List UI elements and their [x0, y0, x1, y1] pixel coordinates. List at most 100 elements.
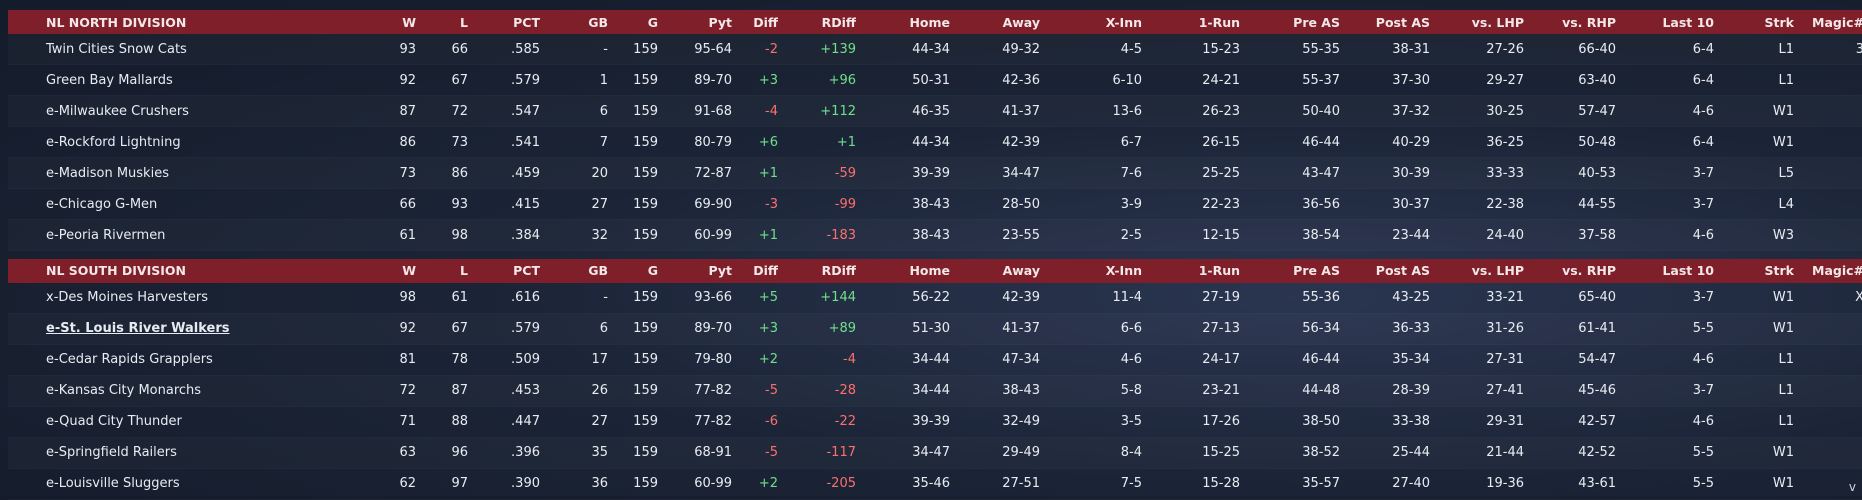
column-header[interactable]: Pyt — [658, 10, 732, 34]
table-row[interactable]: e-Peoria Rivermen 61 98.384 32 159 60-99 +1 -18… — [8, 219, 1862, 251]
column-header[interactable]: vs. RHP — [1524, 10, 1616, 34]
column-header[interactable]: Strk — [1714, 10, 1794, 34]
cell-preas: 44-48 — [1240, 375, 1340, 407]
chevron-down-icon[interactable]: v — [1848, 480, 1856, 494]
team-name[interactable]: e-Cedar Rapids Grapplers — [8, 344, 338, 376]
cell-vslhp: 29-31 — [1430, 406, 1524, 438]
column-header[interactable]: Diff — [732, 10, 778, 34]
cell-last10: 6-4 — [1616, 126, 1714, 158]
column-header[interactable]: PCT — [468, 258, 540, 283]
column-header[interactable]: Pyt — [658, 258, 732, 283]
team-name[interactable]: e-Peoria Rivermen — [8, 219, 338, 251]
column-header[interactable]: Magic# — [1794, 258, 1862, 283]
team-name[interactable]: e-Quad City Thunder — [8, 406, 338, 438]
table-row[interactable]: e-Quad City Thunder 71 88.447 27 159 77-82 -6-… — [8, 406, 1862, 438]
column-header[interactable]: Last 10 — [1616, 258, 1714, 283]
cell-postas: 40-29 — [1340, 126, 1430, 158]
column-header[interactable]: 1-Run — [1142, 258, 1240, 283]
cell-last10: 4-6 — [1616, 406, 1714, 438]
table-row[interactable]: e-St. Louis River Walkers 92 67.579 6 159 89-… — [8, 313, 1862, 345]
column-header[interactable]: Post AS — [1340, 258, 1430, 283]
cell-magic — [1794, 64, 1862, 96]
column-header[interactable]: Strk — [1714, 258, 1794, 283]
column-header[interactable]: vs. RHP — [1524, 258, 1616, 283]
team-name[interactable]: Green Bay Mallards — [8, 64, 338, 96]
table-row[interactable]: e-Cedar Rapids Grapplers 81 78.509 17 159 79-… — [8, 344, 1862, 376]
column-header[interactable]: X-Inn — [1040, 258, 1142, 283]
table-row[interactable]: Twin Cities Snow Cats 93 66.585-159 95-64 -2… — [8, 34, 1862, 65]
cell-postas: 28-39 — [1340, 375, 1430, 407]
team-name[interactable]: e-Madison Muskies — [8, 157, 338, 189]
table-row[interactable]: e-Rockford Lightning 86 73.541 7 159 80-79 +6 +… — [8, 126, 1862, 158]
table-row[interactable]: e-Springfield Railers 63 96.396 35 159 68-91-… — [8, 437, 1862, 469]
cell-away: 29-49 — [950, 437, 1040, 469]
column-header[interactable]: Home — [856, 10, 950, 34]
cell-vslhp: 31-26 — [1430, 313, 1524, 345]
team-name[interactable]: e-Milwaukee Crushers — [8, 95, 338, 127]
table-row[interactable]: Green Bay Mallards 92 67.579 1 159 89-70 +3 +96… — [8, 64, 1862, 96]
column-header[interactable]: X-Inn — [1040, 10, 1142, 34]
table-row[interactable]: e-Kansas City Monarchs 72 87.453 26 159 77-82… — [8, 375, 1862, 407]
column-header[interactable]: L — [416, 10, 468, 34]
column-header[interactable]: GB — [540, 258, 608, 283]
team-name[interactable]: x-Des Moines Harvesters — [8, 282, 338, 314]
cell-l: 98 — [416, 219, 468, 251]
column-header[interactable]: PCT — [468, 10, 540, 34]
column-header[interactable]: GB — [540, 10, 608, 34]
team-name[interactable]: e-Chicago G-Men — [8, 188, 338, 220]
cell-xinn: 7-5 — [1040, 468, 1142, 500]
column-header[interactable]: W — [338, 258, 416, 283]
cell-gb: 32 — [540, 219, 608, 251]
cell-postas: 36-33 — [1340, 313, 1430, 345]
team-name[interactable]: e-St. Louis River Walkers — [8, 313, 338, 345]
team-name[interactable]: e-Springfield Railers — [8, 437, 338, 469]
cell-g: 159 — [608, 375, 658, 407]
team-name[interactable]: Twin Cities Snow Cats — [8, 34, 338, 65]
column-header[interactable]: vs. LHP — [1430, 258, 1524, 283]
cell-away: 32-49 — [950, 406, 1040, 438]
team-name[interactable]: e-Kansas City Monarchs — [8, 375, 338, 407]
column-header[interactable]: G — [608, 10, 658, 34]
cell-last10: 5-5 — [1616, 468, 1714, 500]
table-row[interactable]: e-Milwaukee Crushers 87 72.547 6 159 91-68 -4 +… — [8, 95, 1862, 127]
cell-rdiff: -28 — [778, 375, 856, 407]
cell-g: 159 — [608, 126, 658, 158]
column-header[interactable]: Magic# — [1794, 10, 1862, 34]
cell-away: 42-39 — [950, 282, 1040, 314]
table-row[interactable]: x-Des Moines Harvesters 98 61.616-159 93-66… — [8, 282, 1862, 314]
cell-home: 34-44 — [856, 375, 950, 407]
column-header[interactable]: Diff — [732, 258, 778, 283]
column-header[interactable]: Pre AS — [1240, 10, 1340, 34]
cell-g: 159 — [608, 437, 658, 469]
cell-rdiff: +89 — [778, 313, 856, 345]
table-row[interactable]: e-Chicago G-Men 66 93.415 27 159 69-90 -3 -99 38… — [8, 188, 1862, 220]
cell-pct: .579 — [468, 313, 540, 345]
cell-home: 39-39 — [856, 406, 950, 438]
column-header[interactable]: vs. LHP — [1430, 10, 1524, 34]
column-header[interactable]: Last 10 — [1616, 10, 1714, 34]
team-name[interactable]: e-Louisville Sluggers — [8, 468, 338, 500]
table-row[interactable]: e-Louisville Sluggers 62 97.390 36 159 60-99 +… — [8, 468, 1862, 500]
cell-g: 159 — [608, 188, 658, 220]
column-header[interactable]: G — [608, 258, 658, 283]
column-header[interactable]: Away — [950, 10, 1040, 34]
cell-strk: L1 — [1714, 375, 1794, 407]
table-row[interactable]: e-Madison Muskies 73 86.459 20 159 72-87 +1 -59… — [8, 157, 1862, 189]
column-header[interactable]: Pre AS — [1240, 258, 1340, 283]
column-header[interactable]: Home — [856, 258, 950, 283]
column-header[interactable]: 1-Run — [1142, 10, 1240, 34]
cell-pyt: 60-99 — [658, 468, 732, 500]
cell-rdiff: -183 — [778, 219, 856, 251]
column-header[interactable]: RDiff — [778, 258, 856, 283]
cell-pyt: 69-90 — [658, 188, 732, 220]
cell-vsrhp: 42-57 — [1524, 406, 1616, 438]
column-header[interactable]: L — [416, 258, 468, 283]
team-name[interactable]: e-Rockford Lightning — [8, 126, 338, 158]
column-header[interactable]: Post AS — [1340, 10, 1430, 34]
cell-diff: -5 — [732, 437, 778, 469]
column-header[interactable]: Away — [950, 258, 1040, 283]
column-header[interactable]: RDiff — [778, 10, 856, 34]
column-header[interactable]: W — [338, 10, 416, 34]
cell-preas: 36-56 — [1240, 188, 1340, 220]
cell-diff: +5 — [732, 282, 778, 314]
